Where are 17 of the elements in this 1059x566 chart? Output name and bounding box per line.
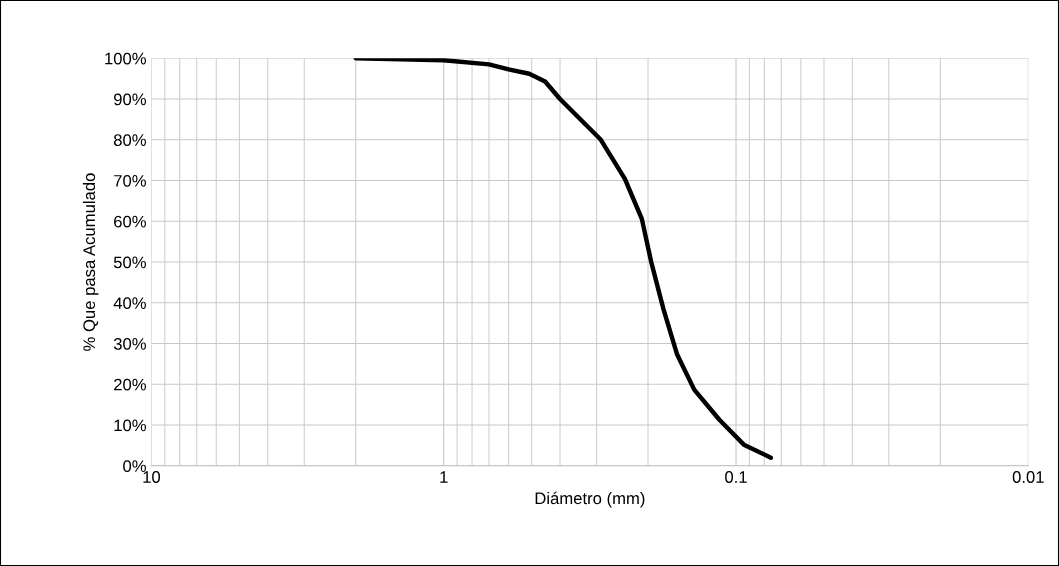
y-tick-label: 40% [113,297,146,310]
y-axis-title: % Que pasa Acumulado [82,173,99,351]
y-tick-label: 60% [114,215,146,228]
y-tick-label: 90% [114,93,146,106]
y-tick-label: 30% [113,337,146,350]
y-tick-label: 100% [105,52,146,65]
x-tick-label: 0.1 [725,471,747,483]
y-tick-label: 10% [114,419,146,432]
y-tick-label: 70% [114,174,146,187]
y-tick-label: 0% [123,460,146,473]
x-tick-label: 10 [143,471,161,483]
x-tick-label: 1 [440,471,448,483]
x-axis-title: Diámetro (mm) [535,491,645,508]
x-tick-label: 0.01 [1012,471,1044,483]
y-tick-label: 20% [114,378,146,391]
y-tick-label: 50% [113,256,146,269]
y-tick-label: 80% [113,134,146,147]
